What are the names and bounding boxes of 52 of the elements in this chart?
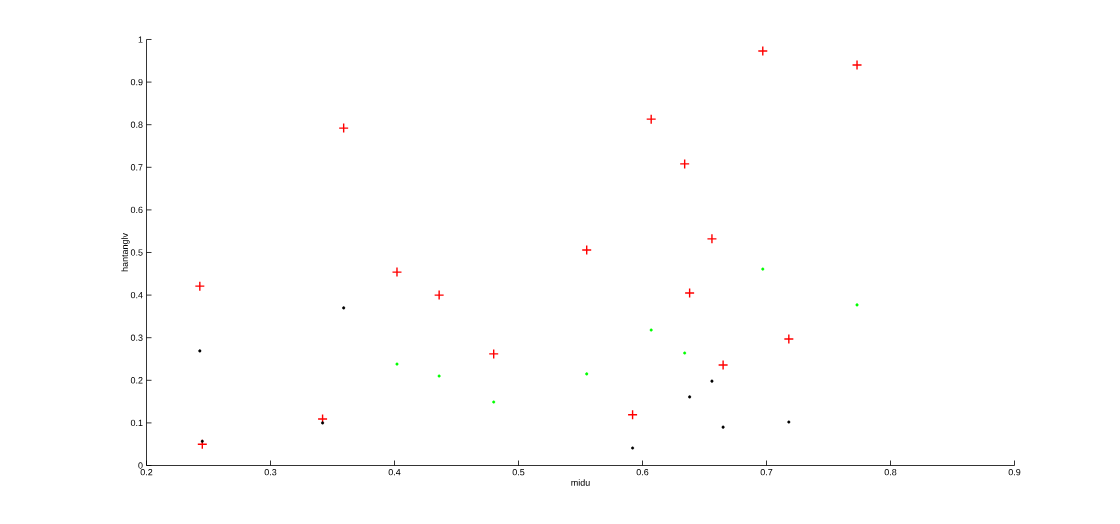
point: [200, 439, 204, 443]
point: [492, 400, 496, 404]
point: [757, 45, 768, 57]
y-tick-label: 0.7: [130, 164, 143, 171]
point: [627, 409, 638, 420]
y-tick-label: 0: [138, 462, 143, 469]
y-tick-label: 0.8: [130, 121, 143, 128]
point: [649, 328, 653, 332]
point: [585, 372, 589, 376]
point: [783, 333, 795, 345]
y-tick-label: 0.9: [130, 78, 143, 86]
point: [710, 379, 714, 383]
point: [761, 267, 765, 271]
point: [683, 351, 687, 355]
x-tick-label: 0.6: [636, 469, 649, 476]
x-tick-label: 0.4: [388, 469, 401, 476]
x-axis-title: midu: [571, 479, 590, 486]
point: [581, 244, 592, 256]
point: [721, 425, 725, 429]
point: [338, 122, 349, 134]
point: [787, 420, 791, 424]
point: [688, 395, 692, 399]
y-tick-label: 0.5: [130, 249, 143, 256]
point: [391, 266, 403, 278]
point: [437, 374, 441, 378]
x-tick-label: 0.5: [512, 469, 525, 476]
y-tick-label: 0.2: [130, 377, 143, 384]
point: [488, 348, 499, 360]
x-tick-label: 0.9: [1008, 469, 1021, 476]
point: [855, 303, 859, 307]
y-tick-label: 0.3: [130, 334, 143, 341]
y-tick-label: 1: [138, 36, 143, 43]
y-tick-label: 0.4: [130, 291, 143, 299]
x-tick-label: 0.3: [264, 469, 277, 476]
point: [198, 349, 202, 353]
point: [342, 306, 346, 310]
point: [433, 289, 445, 301]
y-tick-label: 0.1: [130, 419, 143, 427]
x-tick-label: 0.7: [760, 469, 773, 476]
point: [194, 280, 206, 292]
point: [631, 446, 635, 450]
point: [851, 59, 863, 71]
point: [684, 287, 695, 299]
point: [321, 421, 325, 425]
point: [679, 158, 690, 170]
y-tick-label: 0.6: [130, 206, 143, 214]
point: [645, 113, 657, 125]
point: [395, 362, 399, 366]
y-axis-title: hantanglv: [121, 233, 130, 272]
point: [706, 233, 718, 245]
point: [717, 359, 729, 371]
x-tick-label: 0.8: [884, 469, 897, 476]
